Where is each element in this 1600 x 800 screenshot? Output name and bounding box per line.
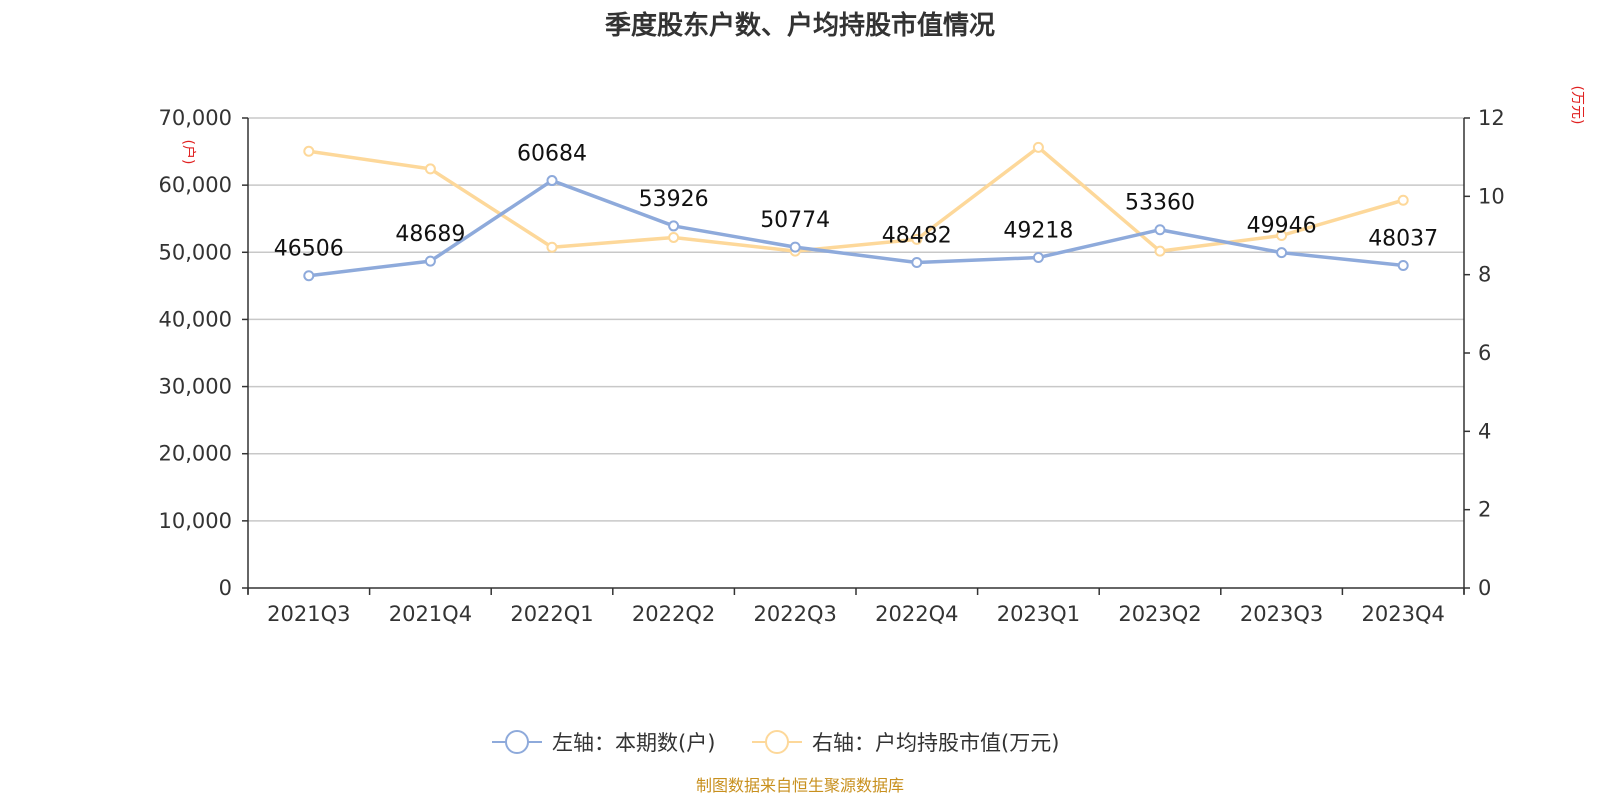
left-tick-label: 30,000	[159, 375, 232, 399]
data-point-right	[424, 163, 436, 175]
x-tick-label: 2023Q1	[997, 602, 1080, 626]
x-tick-label: 2021Q3	[267, 602, 350, 626]
left-tick-label: 20,000	[159, 442, 232, 466]
x-tick-label: 2022Q2	[632, 602, 715, 626]
grid-lines	[248, 117, 1464, 522]
data-label: 48482	[882, 223, 952, 248]
axes: 0 10,000 20,000 30,000 40,000 50,000 60,000 70,…	[159, 106, 1505, 626]
x-tick-label: 2021Q4	[389, 602, 472, 626]
data-point-left	[303, 270, 315, 282]
data-label: 49946	[1247, 214, 1317, 239]
right-tick-label: 8	[1478, 263, 1491, 287]
legend-label: 左轴：本期数(户)	[552, 731, 715, 755]
data-point-right	[303, 145, 315, 157]
left-tick-label: 10,000	[159, 509, 232, 533]
data-label: 53926	[639, 187, 709, 212]
x-tick-label: 2023Q4	[1362, 602, 1445, 626]
right-axis-unit: (万元)	[1569, 86, 1585, 125]
left-tick-label: 0	[219, 576, 232, 600]
series-line-left	[308, 178, 1404, 278]
data-point-left	[546, 175, 558, 187]
data-label: 48689	[395, 222, 465, 247]
data-point-right	[668, 231, 680, 243]
data-point-right	[1276, 230, 1288, 241]
data-point-right	[1397, 194, 1409, 206]
series-line-right	[308, 145, 1404, 253]
data-point-left	[1032, 252, 1044, 264]
right-tick-label: 6	[1478, 341, 1491, 365]
data-point-right	[546, 241, 558, 253]
legend: 左轴：本期数(户) 右轴：户均持股市值(万元)	[492, 730, 1059, 755]
source-note: 制图数据来自恒生聚源数据库	[696, 776, 904, 795]
right-tick-label: 0	[1478, 576, 1491, 600]
data-point-right	[911, 233, 923, 245]
data-point-left	[1276, 247, 1288, 259]
x-tick-label: 2022Q4	[875, 602, 958, 626]
x-tick-label: 2022Q1	[510, 602, 593, 626]
data-label: 60684	[517, 142, 587, 167]
right-tick-label: 12	[1478, 106, 1505, 130]
series-layer	[303, 141, 1409, 282]
data-label: 48037	[1368, 226, 1438, 251]
data-labels: 46506 48689 60684 53926 50774 48482 49218 53360…	[274, 142, 1438, 262]
left-tick-label: 60,000	[159, 173, 232, 197]
left-tick-label: 70,000	[159, 106, 232, 130]
legend-label: 右轴：户均持股市值(万元)	[812, 731, 1059, 755]
data-point-left	[789, 241, 801, 253]
legend-marker	[505, 730, 529, 754]
data-point-left	[668, 220, 680, 232]
legend-item-right[interactable]: 右轴：户均持股市值(万元)	[752, 730, 1059, 755]
data-label: 46506	[274, 237, 344, 262]
x-tick-label: 2023Q3	[1240, 602, 1323, 626]
data-point-right	[1154, 245, 1166, 257]
data-label: 50774	[760, 208, 830, 233]
legend-item-left[interactable]: 左轴：本期数(户)	[492, 730, 715, 755]
data-point-left	[1154, 224, 1166, 236]
data-point-left	[1397, 259, 1409, 271]
data-label: 49218	[1003, 219, 1073, 244]
x-tick-label: 2022Q3	[754, 602, 837, 626]
x-tick-label: 2023Q2	[1118, 602, 1201, 626]
data-point-left	[911, 256, 923, 268]
right-tick-label: 10	[1478, 184, 1505, 208]
data-point-right	[1032, 141, 1044, 153]
chart-title: 季度股东户数、户均持股市值情况	[605, 10, 995, 41]
data-point-left	[424, 255, 436, 267]
left-axis-unit: (户)	[180, 140, 197, 165]
left-tick-label: 40,000	[159, 307, 232, 331]
right-tick-label: 4	[1478, 419, 1491, 443]
left-tick-label: 50,000	[159, 240, 232, 264]
legend-marker	[765, 730, 789, 754]
data-label: 53360	[1125, 191, 1195, 216]
right-tick-label: 2	[1478, 498, 1491, 522]
